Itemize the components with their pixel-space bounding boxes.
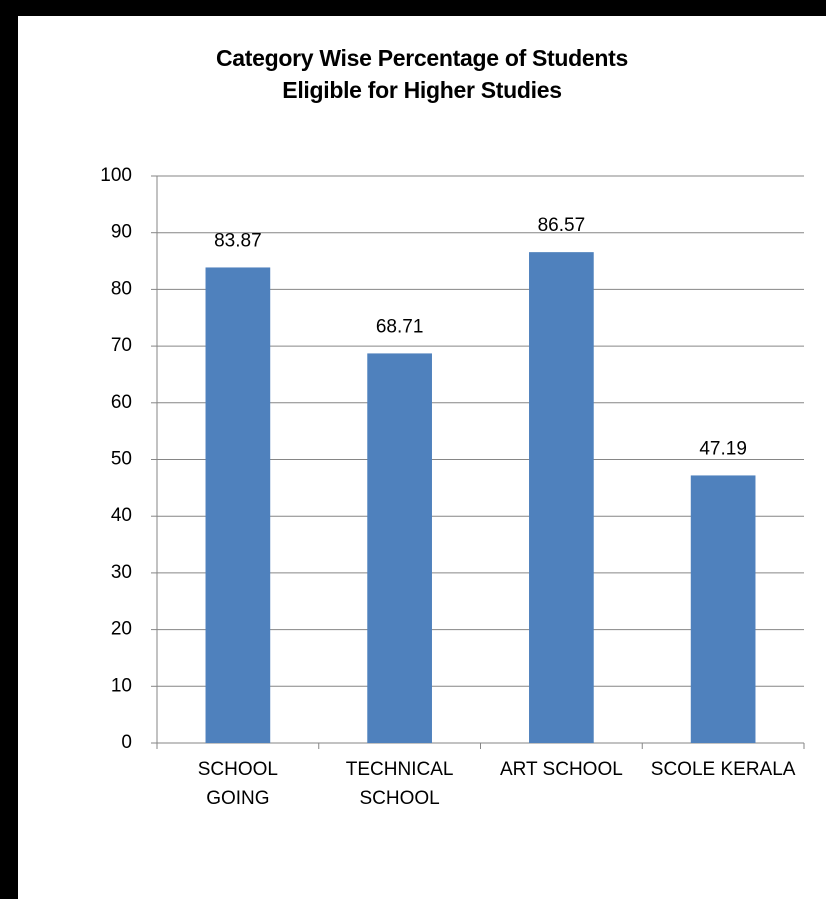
y-tick-label: 90: [111, 222, 132, 243]
x-tick-label: ART SCHOOL: [499, 759, 623, 780]
y-tick-label: 100: [100, 165, 132, 186]
y-tick-label: 80: [111, 278, 132, 299]
y-tick-label: 40: [111, 505, 132, 526]
bar: [367, 353, 432, 743]
y-tick-label: 20: [111, 619, 132, 640]
chart-title: Category Wise Percentage of Students Eli…: [215, 45, 629, 103]
data-label: 68.71: [376, 316, 424, 337]
y-tick-label: 30: [111, 562, 132, 583]
x-tick-label: SCHOOL GOING: [197, 759, 278, 809]
y-tick-label: 60: [111, 392, 132, 413]
y-tick-label: 10: [111, 675, 132, 696]
data-label: 47.19: [699, 438, 747, 459]
y-tick-label: 70: [111, 335, 132, 356]
y-tick-label: 50: [111, 449, 132, 470]
x-tick-label: SCOLE KERALA: [650, 759, 796, 780]
bar: [690, 475, 756, 743]
bar: [205, 267, 271, 743]
bar: [529, 252, 594, 743]
x-tick-label: TECHNICAL SCHOOL: [345, 759, 454, 809]
y-tick-label: 0: [121, 732, 132, 753]
data-label: 83.87: [214, 230, 262, 251]
data-label: 86.57: [538, 215, 586, 236]
